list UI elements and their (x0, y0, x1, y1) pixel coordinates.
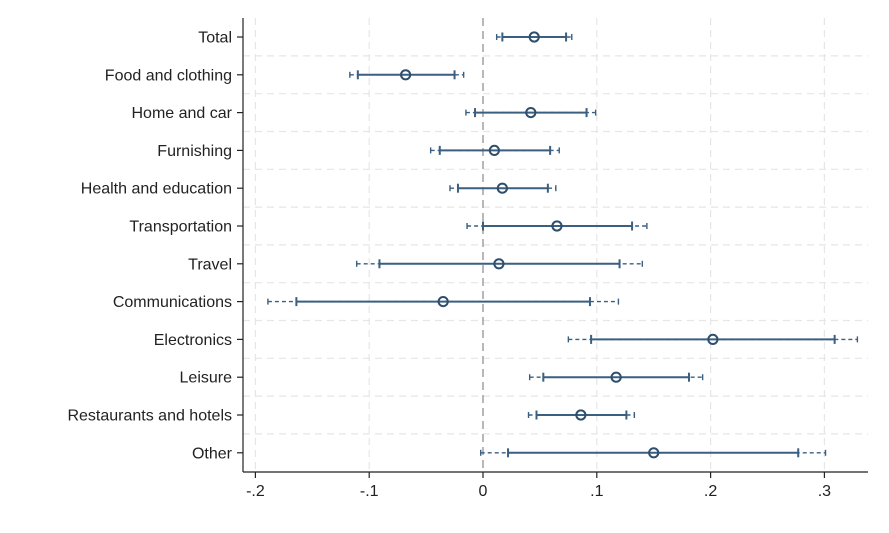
category-label: Transportation (129, 219, 232, 236)
point-estimate-marker (551, 220, 563, 232)
x-tick-label: .1 (590, 483, 603, 500)
category-label: Food and clothing (105, 67, 232, 84)
axis-layer (237, 18, 868, 478)
point-estimate-marker (525, 107, 537, 119)
grid-layer (243, 18, 868, 472)
x-tick-label: -.1 (360, 483, 379, 500)
category-label: Communications (113, 294, 232, 311)
point-estimate-marker (400, 69, 412, 81)
point-estimate-marker (648, 447, 660, 459)
category-label: Electronics (154, 332, 232, 349)
label-layer: -.2 -.1 0 .1 .2 .3 Total Food and clothing Home … (67, 30, 831, 501)
category-label: Furnishing (157, 143, 232, 160)
point-estimate-marker (528, 31, 540, 43)
category-label: Home and car (132, 105, 233, 122)
x-tick-label: -.2 (246, 483, 265, 500)
point-estimate-marker (437, 296, 449, 308)
category-label: Total (198, 30, 232, 47)
point-estimate-marker (610, 371, 622, 383)
category-label: Restaurants and hotels (67, 408, 232, 425)
point-estimate-marker (575, 409, 587, 421)
category-label: Leisure (180, 370, 233, 387)
point-estimate-marker (496, 182, 508, 194)
x-tick-label: 0 (479, 483, 488, 500)
point-estimate-marker (493, 258, 505, 270)
point-estimate-marker (707, 333, 719, 345)
point-estimate-layer (400, 31, 719, 459)
category-label: Travel (188, 256, 232, 273)
confidence-interval-layer (267, 32, 859, 458)
category-label: Other (192, 445, 233, 462)
x-tick-label: .3 (818, 483, 831, 500)
point-estimate-marker (488, 144, 500, 156)
category-label: Health and education (81, 181, 232, 198)
x-tick-label: .2 (704, 483, 717, 500)
